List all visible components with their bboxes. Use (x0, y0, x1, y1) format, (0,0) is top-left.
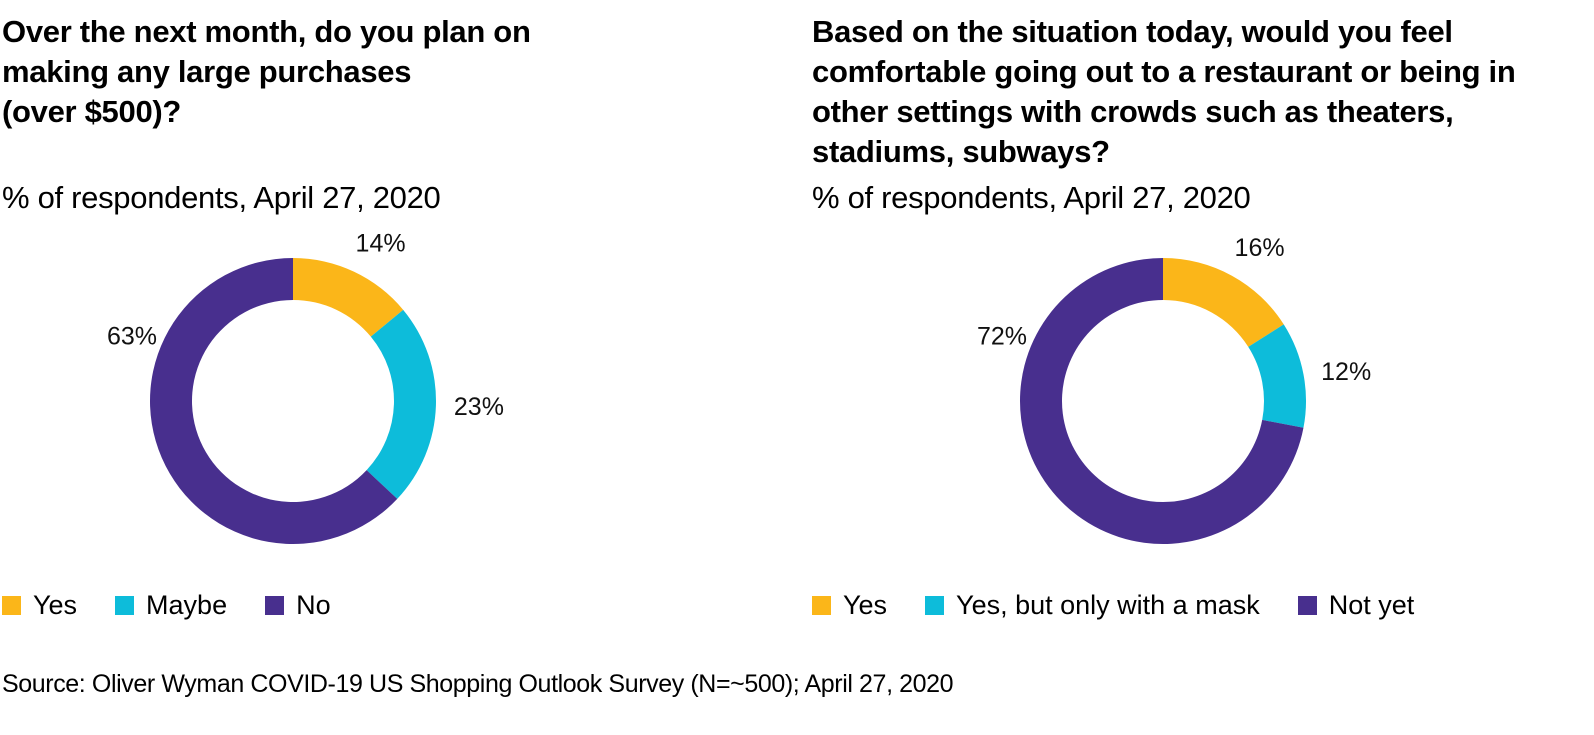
chart-title: Over the next month, do you plan on maki… (2, 14, 531, 129)
chart-subtitle: % of respondents, April 27, 2020 (2, 180, 441, 215)
legend-label: Yes (33, 590, 78, 620)
chart-title: Based on the situation today, would you … (812, 14, 1516, 169)
donut-slice-maybe (366, 309, 436, 499)
legend-swatch-yes (2, 595, 21, 615)
legend-label: Yes, but only with a mask (956, 590, 1260, 620)
legend-label: Yes (843, 590, 888, 620)
legend-swatch-no (265, 595, 285, 615)
chart-panel-large-purchases: Over the next month, do you plan on maki… (2, 0, 722, 640)
data-label-no: 63% (107, 322, 157, 350)
chart-legend: Yes Yes, but only with a mask Not yet (812, 588, 1452, 622)
donut-chart: 14% 23% 63% (107, 229, 504, 544)
legend-item-yes: Yes (812, 588, 887, 622)
chart-legend: Yes Maybe No (2, 588, 369, 622)
donut-slice-yes (1163, 258, 1284, 347)
legend-swatch-not-yet (1297, 595, 1317, 615)
donut-slice-yes-but-only-with-a-mask (1248, 324, 1306, 428)
legend-swatch-yes (812, 595, 831, 615)
legend-swatch-yes-with-mask (925, 595, 945, 615)
legend-label: Maybe (146, 590, 228, 620)
donut-slice-not-yet (1020, 258, 1304, 544)
chart-panel-crowd-comfort: Based on the situation today, would you … (812, 0, 1592, 640)
data-label-yes: 16% (1235, 234, 1285, 262)
legend-item-yes-with-mask: Yes, but only with a mask (925, 588, 1260, 622)
legend-item-maybe: Maybe (115, 588, 227, 622)
source-note: Source: Oliver Wyman COVID-19 US Shoppin… (2, 670, 954, 698)
donut-slice-yes (293, 258, 404, 337)
data-label-yes-but-only-with-a-mask: 12% (1321, 358, 1371, 386)
data-label-yes: 14% (356, 229, 406, 257)
legend-label: No (296, 590, 331, 620)
legend-label: Not yet (1328, 590, 1415, 620)
donut-chart: 16% 12% 72% (977, 234, 1371, 544)
donut-slice-no (149, 258, 398, 544)
data-label-not-yet: 72% (977, 322, 1027, 350)
data-label-maybe: 23% (454, 393, 504, 421)
legend-swatch-maybe (115, 595, 135, 615)
legend-item-not-yet: Not yet (1297, 588, 1415, 622)
legend-item-yes: Yes (2, 588, 77, 622)
legend-item-no: No (265, 588, 331, 622)
chart-subtitle: % of respondents, April 27, 2020 (812, 180, 1251, 215)
